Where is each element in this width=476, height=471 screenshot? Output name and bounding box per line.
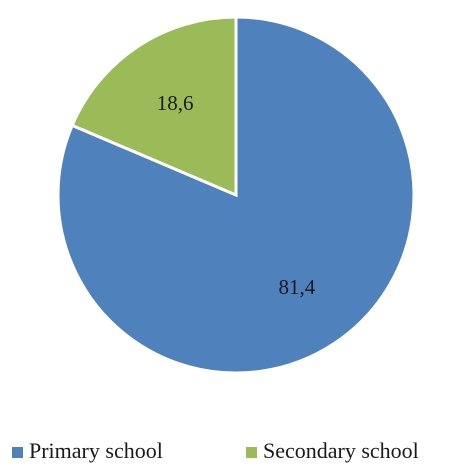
data-label-primary-school: 81,4 bbox=[279, 275, 316, 299]
legend-swatch-secondary-school bbox=[246, 447, 257, 458]
pie-slices bbox=[56, 15, 416, 375]
legend-label-primary-school: Primary school bbox=[29, 438, 163, 463]
pie-slice-secondary-school bbox=[70, 15, 238, 198]
legend-label-secondary-school: Secondary school bbox=[263, 438, 419, 463]
pie-data-labels: 81,4 18,6 bbox=[157, 91, 316, 299]
legend-swatch-primary-school bbox=[12, 447, 23, 458]
data-label-secondary-school: 18,6 bbox=[157, 91, 194, 115]
legend: Primary school Secondary school bbox=[12, 438, 419, 463]
